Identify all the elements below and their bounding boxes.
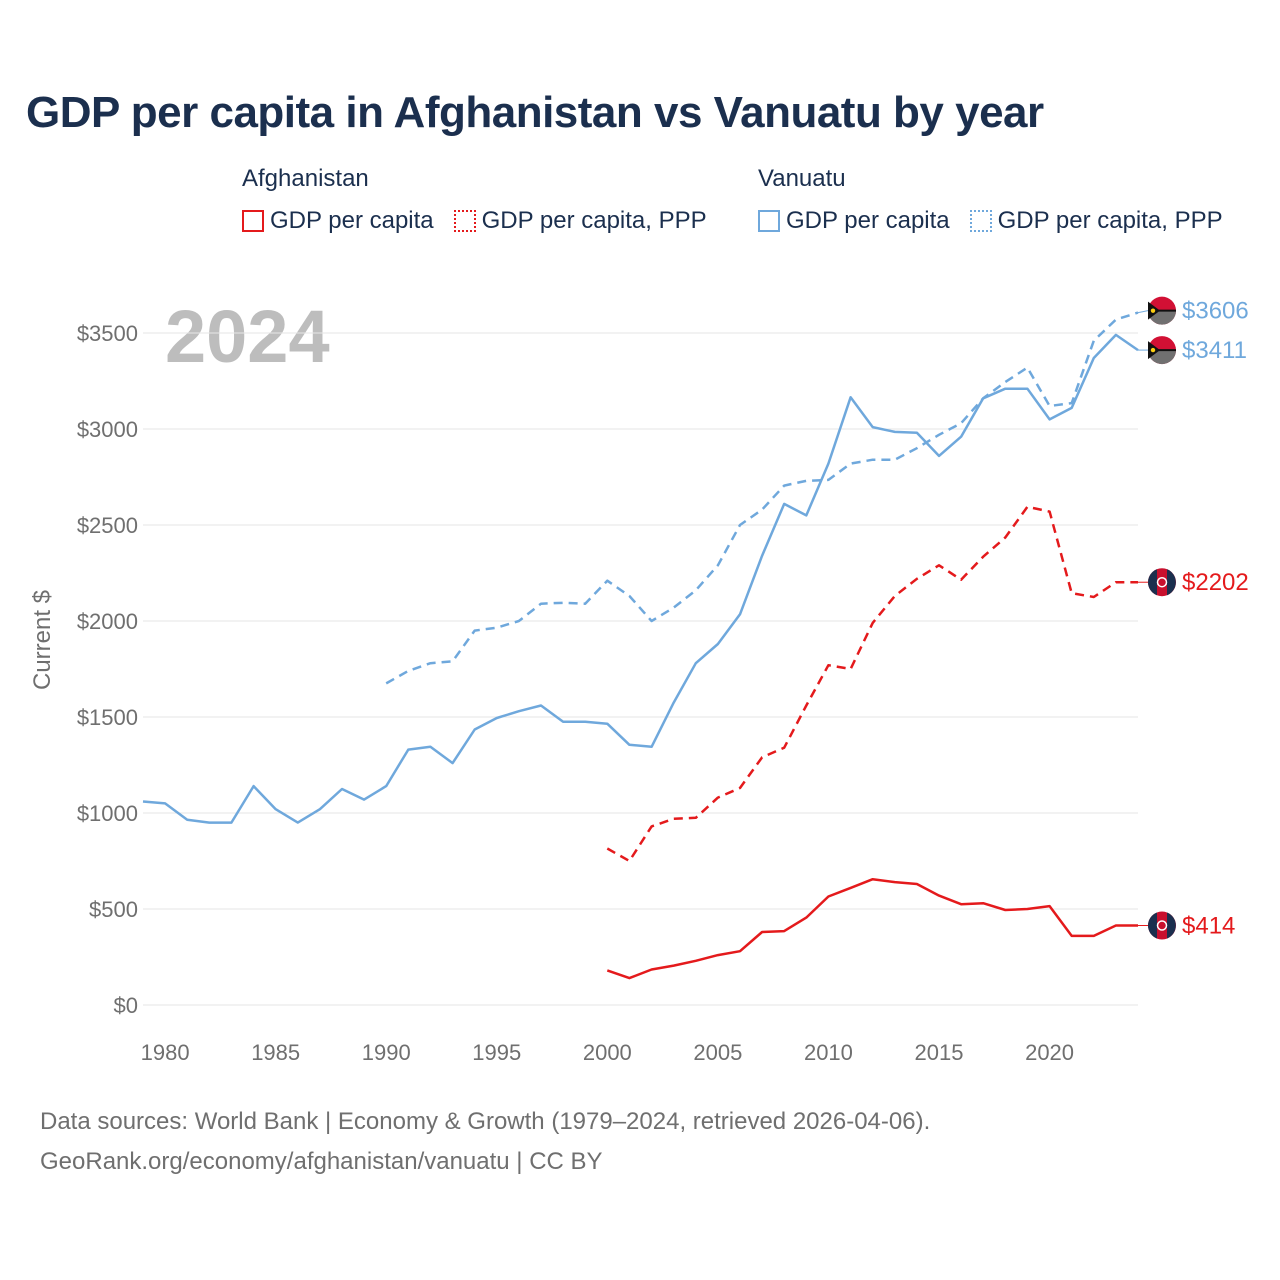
y-tick-label: $500 bbox=[89, 897, 138, 922]
x-tick-label: 2020 bbox=[1025, 1040, 1074, 1065]
afghanistan-flag-icon bbox=[1148, 911, 1176, 940]
end-value-label-afghanistan-gdp-ppp: $2202 bbox=[1182, 569, 1249, 596]
y-axis-label: Current $ bbox=[29, 590, 56, 690]
legend-swatch-dotted bbox=[969, 210, 992, 232]
x-tick-label: 2000 bbox=[583, 1040, 632, 1065]
legend-item-vanuatu-gdp-ppp[interactable]: GDP per capita, PPP bbox=[969, 206, 1223, 236]
series-line-afghanistan-gdp-ppp bbox=[606, 505, 1138, 863]
legend-swatch-solid bbox=[758, 210, 780, 232]
legend-group-name: Vanuatu bbox=[758, 165, 846, 192]
legend-group-afghanistan: Afghanistan GDP per capita GDP per capit… bbox=[242, 164, 707, 236]
legend-item-label: GDP per capita bbox=[270, 207, 434, 234]
flag-emblem bbox=[1150, 308, 1156, 313]
vanuatu-flag-icon bbox=[1148, 296, 1176, 325]
x-tick-label: 1990 bbox=[362, 1040, 411, 1065]
flag-left-band bbox=[1148, 912, 1157, 939]
legend-item-afghanistan-gdp-ppp[interactable]: GDP per capita, PPP bbox=[453, 206, 707, 236]
flag-right-band bbox=[1167, 912, 1176, 939]
series-line-afghanistan-gdp bbox=[606, 877, 1138, 980]
legend-group-vanuatu: Vanuatu GDP per capita GDP per capita, P… bbox=[758, 164, 1223, 236]
end-value-label-vanuatu-gdp: $3411 bbox=[1182, 337, 1247, 364]
x-tick-label: 1995 bbox=[472, 1040, 521, 1065]
series-line-vanuatu-gdp-ppp bbox=[385, 311, 1139, 685]
x-tick-label: 2015 bbox=[915, 1040, 964, 1065]
flag-emblem bbox=[1156, 920, 1168, 931]
end-value-label-vanuatu-gdp-ppp: $3606 bbox=[1182, 298, 1249, 325]
x-tick-label: 2010 bbox=[804, 1040, 853, 1065]
y-tick-label: $0 bbox=[114, 993, 138, 1018]
year-watermark: 2024 bbox=[165, 295, 330, 378]
x-tick-label: 1980 bbox=[141, 1040, 190, 1065]
legend-swatch-dotted bbox=[453, 210, 476, 232]
series-line-vanuatu-gdp bbox=[142, 333, 1139, 824]
end-value-label-afghanistan-gdp: $414 bbox=[1182, 913, 1235, 940]
legend-group-name: Afghanistan bbox=[242, 165, 369, 192]
legend-item-afghanistan-gdp[interactable]: GDP per capita bbox=[242, 206, 434, 236]
flag-left-band bbox=[1148, 569, 1157, 596]
legend-item-label: GDP per capita bbox=[786, 207, 950, 234]
flag-emblem bbox=[1156, 576, 1168, 588]
y-tick-label: $2000 bbox=[77, 609, 138, 634]
flag-emblem bbox=[1150, 347, 1156, 353]
end-connector-vanuatu-gdp-ppp bbox=[1137, 310, 1149, 314]
y-tick-label: $1000 bbox=[77, 801, 138, 826]
vanuatu-flag-icon bbox=[1148, 336, 1176, 365]
legend-item-label: GDP per capita, PPP bbox=[481, 207, 707, 234]
y-tick-label: $2500 bbox=[77, 513, 138, 538]
chart-title: GDP per capita in Afghanistan vs Vanuatu… bbox=[26, 88, 1044, 137]
legend-item-label: GDP per capita, PPP bbox=[997, 207, 1223, 234]
legend-item-vanuatu-gdp[interactable]: GDP per capita bbox=[758, 206, 950, 236]
legend-swatch-solid bbox=[242, 210, 264, 232]
x-tick-label: 1985 bbox=[251, 1040, 300, 1065]
footer-url[interactable]: GeoRank.org/economy/afghanistan/vanuatu … bbox=[40, 1148, 603, 1175]
footer-sources: Data sources: World Bank | Economy & Gro… bbox=[40, 1108, 931, 1135]
y-tick-label: $3500 bbox=[77, 321, 138, 346]
y-tick-label: $1500 bbox=[77, 705, 138, 730]
afghanistan-flag-icon bbox=[1148, 568, 1176, 597]
flag-right-band bbox=[1167, 569, 1176, 596]
x-tick-label: 2005 bbox=[693, 1040, 742, 1065]
y-tick-label: $3000 bbox=[77, 417, 138, 442]
